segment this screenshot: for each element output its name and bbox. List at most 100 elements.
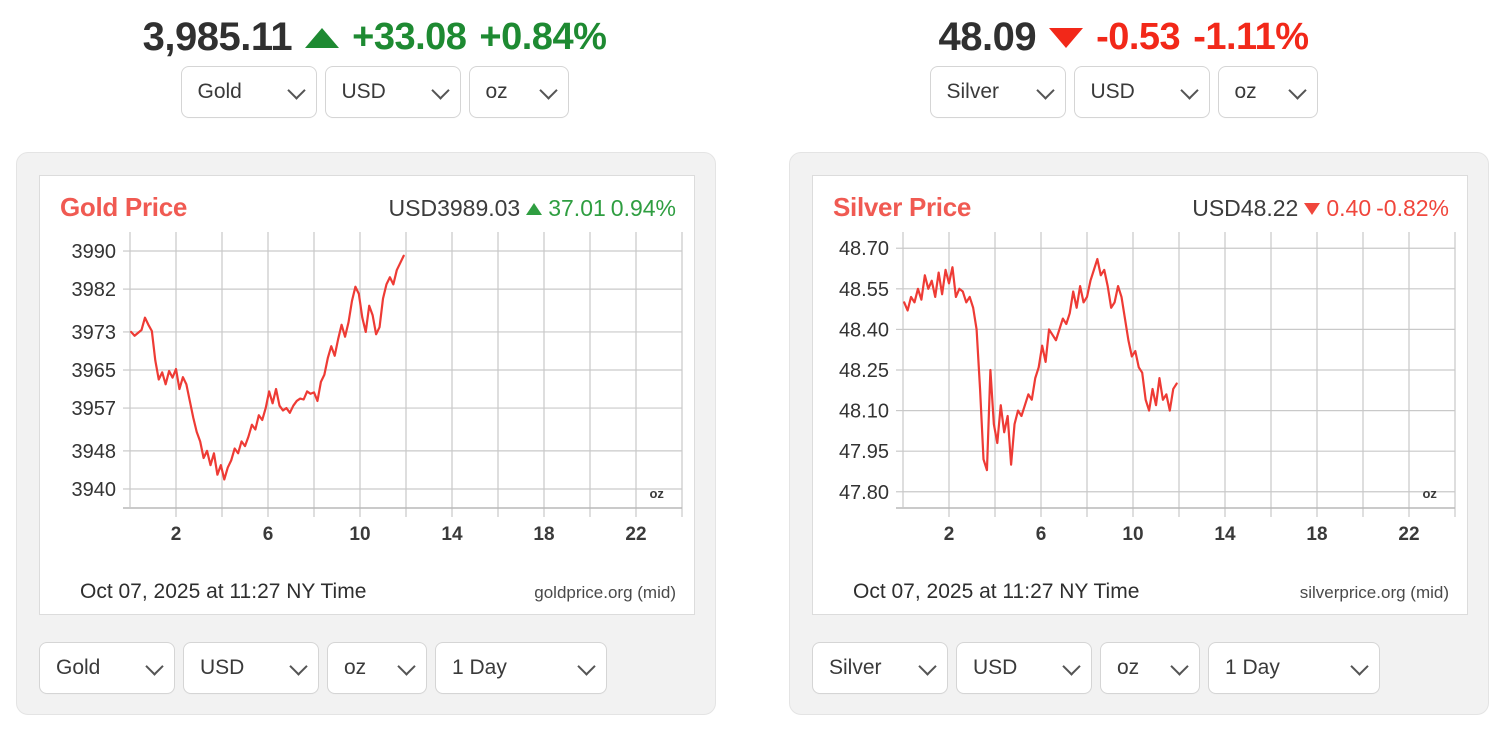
gold-price-line — [130, 254, 405, 481]
chevron-down-icon — [1287, 81, 1307, 100]
gold-timestamp: Oct 07, 2025 at 11:27 NY Time — [80, 580, 367, 603]
select-value: oz — [1117, 656, 1140, 679]
silver-y-tick-label: 48.10 — [839, 401, 889, 423]
gold-period-select[interactable]: 1 Day — [435, 642, 607, 694]
gold-chart-change-percent: 0.94% — [610, 195, 676, 221]
gold-unit-watermark: oz — [649, 486, 664, 501]
gold-chart-card: Gold Price USD3989.03 37.01 0.94% 3990 39… — [39, 175, 695, 615]
gold-unit-select-bottom[interactable]: oz — [327, 642, 427, 694]
silver-bottom-selects: Silver USD oz 1 Day — [812, 642, 1466, 694]
gold-metal-select-bottom[interactable]: Gold — [39, 642, 175, 694]
triangle-down-icon — [1049, 28, 1084, 48]
gold-column: 3,985.11 +33.08 +0.84% Gold USD oz Gold … — [0, 0, 749, 715]
chevron-down-icon — [577, 657, 596, 676]
silver-chart-footer: Oct 07, 2025 at 11:27 NY Time silverpric… — [813, 580, 1467, 604]
select-value: USD — [973, 656, 1018, 679]
gold-plot: 3990 3982 3973 3965 3957 3948 3940 2 6 10 14 18 22 … — [40, 176, 694, 614]
silver-y-tick-label: 48.40 — [839, 319, 889, 341]
silver-chart-change-percent: -0.82% — [1376, 195, 1449, 221]
silver-metal-select-bottom[interactable]: Silver — [812, 642, 948, 694]
gold-chart-price: USD3989.03 — [388, 195, 521, 221]
gold-change-percent: +0.84% — [479, 16, 607, 58]
chevron-down-icon — [289, 657, 308, 676]
silver-x-tick-label: 6 — [1036, 524, 1047, 545]
select-value: Silver — [946, 80, 1000, 103]
silver-metal-select-top[interactable]: Silver — [929, 66, 1066, 118]
select-value: USD — [341, 80, 386, 103]
silver-plot-svg: 48.70 48.55 48.40 48.25 48.10 47.95 47.80 2 6 10… — [839, 232, 1456, 545]
select-value: oz — [1234, 80, 1257, 103]
gold-y-tick-label: 3940 — [72, 479, 117, 501]
gold-y-tick-labels: 3990 3982 3973 3965 3957 3948 3940 — [72, 241, 117, 501]
gold-x-tick-label: 6 — [263, 524, 274, 545]
gold-x-tick-label: 10 — [349, 524, 370, 545]
gold-quote-header: 3,985.11 +33.08 +0.84% — [0, 0, 749, 68]
chevron-down-icon — [1170, 657, 1189, 676]
silver-y-tick-labels: 48.70 48.55 48.40 48.25 48.10 47.95 47.80 — [839, 238, 889, 504]
silver-top-selects: Silver USD oz — [749, 66, 1498, 118]
gold-chart-footer: Oct 07, 2025 at 11:27 NY Time goldprice.… — [40, 580, 694, 604]
select-value: USD — [200, 656, 245, 679]
silver-currency-select-top[interactable]: USD — [1073, 66, 1210, 118]
silver-source: silverprice.org (mid) — [1299, 583, 1449, 602]
silver-price-line — [903, 257, 1178, 472]
gold-metal-select-top[interactable]: Gold — [180, 66, 317, 118]
gold-chart-title: Gold Price — [60, 192, 188, 222]
select-value: 1 Day — [452, 656, 507, 679]
silver-x-tick-label: 2 — [944, 524, 955, 545]
select-value: Gold — [197, 80, 242, 103]
select-value: Gold — [56, 656, 101, 679]
gold-x-tick-label: 18 — [533, 524, 554, 545]
gold-bottom-selects: Gold USD oz 1 Day — [39, 642, 693, 694]
silver-y-tick-label: 48.25 — [839, 360, 889, 382]
chevron-down-icon — [286, 81, 306, 100]
gold-source: goldprice.org (mid) — [534, 583, 676, 602]
gold-unit-select-top[interactable]: oz — [468, 66, 569, 118]
gold-y-tick-label: 3990 — [72, 241, 117, 263]
silver-chart-panel: Silver Price USD48.22 0.40 -0.82% 48.70 4… — [789, 152, 1489, 715]
gold-x-tick-label: 14 — [441, 524, 463, 545]
silver-chart-price: USD48.22 — [1192, 195, 1299, 221]
gold-x-tick-label: 22 — [625, 524, 646, 545]
silver-unit-select-top[interactable]: oz — [1217, 66, 1318, 118]
gold-y-tick-label: 3982 — [72, 279, 117, 301]
silver-quote-header: 48.09 -0.53 -1.11% — [749, 0, 1498, 68]
select-value: 1 Day — [1225, 656, 1280, 679]
silver-currency-select-bottom[interactable]: USD — [956, 642, 1092, 694]
silver-chart-card: Silver Price USD48.22 0.40 -0.82% 48.70 4… — [812, 175, 1468, 615]
select-value: oz — [485, 80, 508, 103]
silver-timestamp: Oct 07, 2025 at 11:27 NY Time — [853, 580, 1140, 603]
silver-unit-watermark: oz — [1422, 486, 1437, 501]
gold-change: +33.08 — [352, 16, 467, 58]
chevron-down-icon — [918, 657, 937, 676]
silver-chart-change: 0.40 — [1326, 195, 1372, 221]
chevron-down-icon — [397, 657, 416, 676]
chevron-down-icon — [1035, 81, 1055, 100]
gold-top-selects: Gold USD oz — [0, 66, 749, 118]
silver-x-tick-label: 14 — [1214, 524, 1236, 545]
silver-unit-select-bottom[interactable]: oz — [1100, 642, 1200, 694]
silver-chart-quote: USD48.22 0.40 -0.82% — [1192, 195, 1449, 222]
gold-y-tick-label: 3957 — [72, 398, 117, 420]
gold-y-tick-label: 3965 — [72, 360, 117, 382]
silver-chart-title: Silver Price — [833, 192, 972, 222]
silver-price: 48.09 — [938, 15, 1037, 59]
chevron-down-icon — [145, 657, 164, 676]
silver-column: 48.09 -0.53 -1.11% Silver USD oz Silver … — [749, 0, 1498, 730]
gold-currency-select-top[interactable]: USD — [324, 66, 461, 118]
gold-chart-panel: Gold Price USD3989.03 37.01 0.94% 3990 39… — [16, 152, 716, 715]
gold-chart-change: 37.01 — [548, 195, 606, 221]
gold-currency-select-bottom[interactable]: USD — [183, 642, 319, 694]
select-value: oz — [344, 656, 367, 679]
gold-y-tick-label: 3973 — [72, 322, 117, 344]
silver-period-select[interactable]: 1 Day — [1208, 642, 1380, 694]
silver-plot: 48.70 48.55 48.40 48.25 48.10 47.95 47.80 2 6 10… — [813, 176, 1467, 614]
chevron-down-icon — [1350, 657, 1369, 676]
silver-y-tick-label: 48.55 — [839, 279, 889, 301]
gold-y-tick-label: 3948 — [72, 441, 117, 463]
select-value: USD — [1090, 80, 1135, 103]
silver-x-tick-label: 18 — [1306, 524, 1327, 545]
triangle-down-icon — [1304, 202, 1321, 215]
